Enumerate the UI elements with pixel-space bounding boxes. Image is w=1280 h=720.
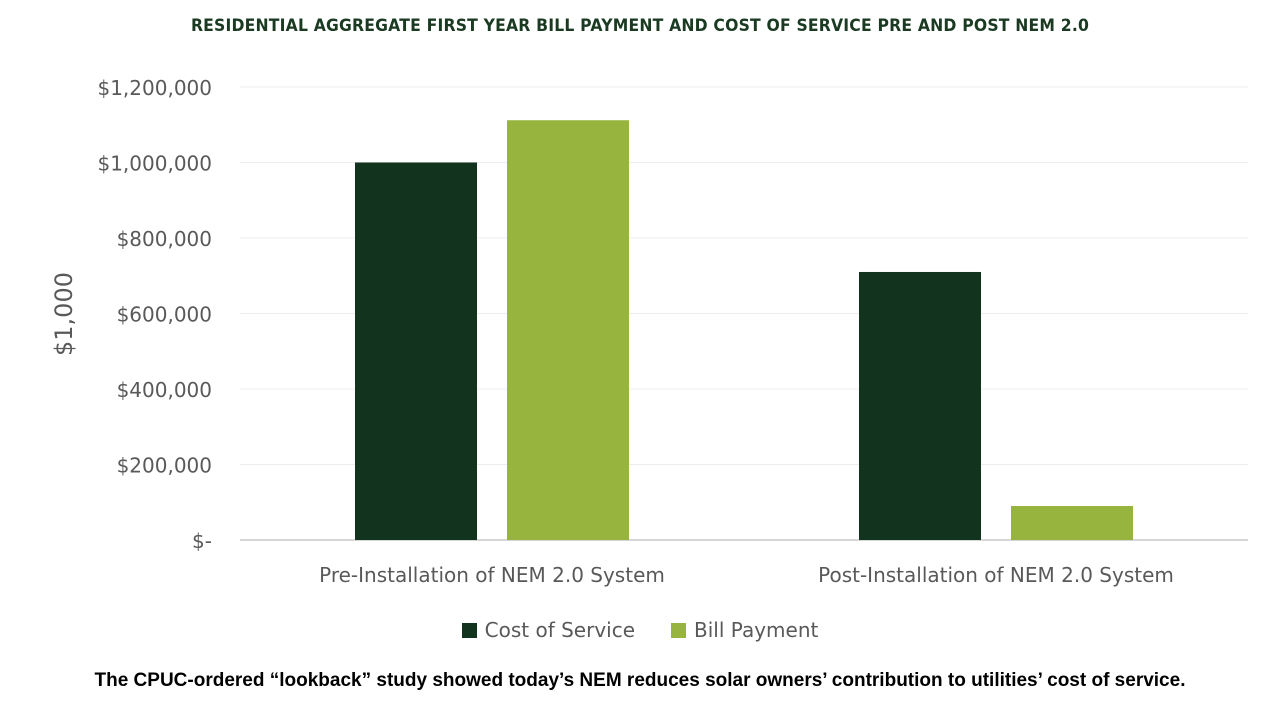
bar-cost-of-service-0 — [355, 162, 477, 540]
x-tick-label: Pre-Installation of NEM 2.0 System — [319, 563, 665, 587]
legend-swatch-bill-payment — [671, 622, 687, 638]
legend-item-cost-of-service: Cost of Service — [461, 618, 636, 642]
y-axis-label: $1,000 — [50, 272, 78, 356]
y-tick-label: $800,000 — [117, 227, 212, 251]
x-tick-label: Post-Installation of NEM 2.0 System — [818, 563, 1174, 587]
legend-swatch-cost-of-service — [461, 622, 477, 638]
y-tick-label: $- — [192, 529, 212, 553]
y-tick-label: $200,000 — [117, 454, 212, 478]
bar-bill-payment-0 — [507, 120, 629, 540]
legend: Cost of Service Bill Payment — [0, 618, 1280, 642]
legend-label-bill-payment: Bill Payment — [694, 618, 819, 642]
bar-cost-of-service-1 — [859, 271, 981, 540]
legend-label-cost-of-service: Cost of Service — [484, 618, 636, 642]
caption: The CPUC-ordered “lookback” study showed… — [94, 670, 1186, 691]
legend-item-bill-payment: Bill Payment — [671, 618, 818, 642]
chart-title: RESIDENTIAL AGGREGATE FIRST YEAR BILL PA… — [190, 16, 1090, 36]
bars — [355, 120, 1133, 540]
y-axis-ticks: $- $200,000 $400,000 $600,000 $800,000 $1,000… — [97, 76, 212, 553]
y-tick-label: $400,000 — [117, 378, 212, 402]
bar-bill-payment-1 — [1011, 506, 1133, 540]
y-tick-label: $600,000 — [117, 303, 212, 327]
x-axis-ticks: Pre-Installation of NEM 2.0 System Post-I… — [319, 563, 1174, 587]
y-tick-label: $1,000,000 — [97, 152, 212, 176]
y-tick-label: $1,200,000 — [97, 76, 212, 100]
